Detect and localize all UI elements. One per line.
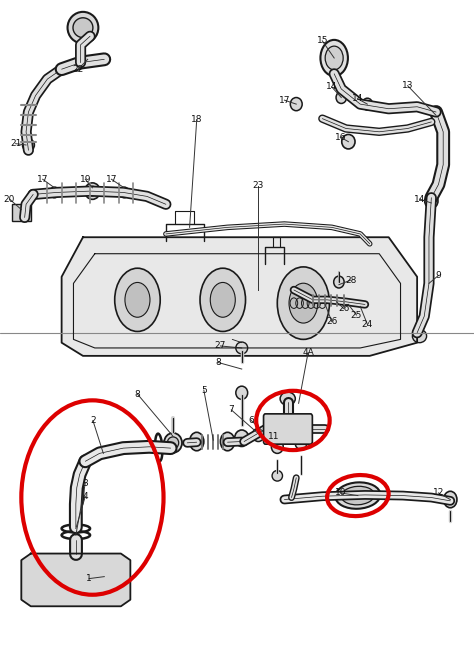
- Ellipse shape: [236, 386, 247, 399]
- Text: 14: 14: [414, 194, 425, 204]
- Text: 7: 7: [228, 405, 234, 415]
- Ellipse shape: [341, 486, 374, 505]
- Ellipse shape: [190, 432, 204, 451]
- Text: 26: 26: [338, 304, 349, 313]
- Ellipse shape: [280, 392, 295, 405]
- Ellipse shape: [220, 432, 235, 451]
- Circle shape: [289, 283, 318, 323]
- Text: 19: 19: [80, 175, 91, 184]
- Text: 18: 18: [191, 115, 202, 125]
- Ellipse shape: [67, 12, 99, 43]
- Text: 8: 8: [215, 358, 221, 367]
- Ellipse shape: [444, 491, 457, 507]
- Text: 12: 12: [433, 488, 444, 498]
- Circle shape: [210, 283, 235, 317]
- Text: 16: 16: [335, 132, 346, 142]
- Text: 2: 2: [90, 416, 96, 425]
- Ellipse shape: [336, 92, 346, 103]
- Circle shape: [200, 268, 246, 331]
- Ellipse shape: [236, 342, 247, 354]
- Ellipse shape: [235, 430, 249, 447]
- Ellipse shape: [362, 98, 373, 110]
- Text: 3: 3: [82, 478, 88, 488]
- Text: 10: 10: [335, 488, 346, 498]
- Ellipse shape: [320, 40, 348, 76]
- Text: 22: 22: [73, 65, 84, 74]
- Text: 13: 13: [402, 81, 413, 90]
- Text: 28: 28: [345, 275, 356, 285]
- Text: 24: 24: [362, 320, 373, 329]
- Ellipse shape: [85, 183, 100, 199]
- Text: 8: 8: [135, 389, 140, 399]
- Text: 21: 21: [10, 139, 21, 148]
- Text: 17: 17: [106, 175, 117, 184]
- Text: 1: 1: [86, 574, 92, 583]
- Circle shape: [43, 565, 56, 584]
- Text: 23: 23: [253, 181, 264, 190]
- Ellipse shape: [412, 330, 427, 343]
- Polygon shape: [62, 237, 417, 356]
- Text: 4A: 4A: [302, 348, 314, 357]
- Circle shape: [36, 556, 63, 593]
- Text: 15: 15: [317, 36, 328, 45]
- Text: 4: 4: [82, 492, 88, 501]
- Ellipse shape: [342, 134, 355, 149]
- Text: 26: 26: [326, 317, 337, 326]
- Ellipse shape: [73, 18, 93, 38]
- FancyBboxPatch shape: [264, 414, 312, 444]
- Text: 5: 5: [201, 386, 207, 395]
- Ellipse shape: [50, 187, 59, 198]
- Text: 17: 17: [279, 96, 290, 105]
- Text: 25: 25: [351, 310, 362, 320]
- Circle shape: [125, 283, 150, 317]
- Ellipse shape: [334, 276, 344, 288]
- Text: 11: 11: [268, 432, 280, 441]
- Ellipse shape: [325, 46, 343, 70]
- Circle shape: [115, 268, 160, 331]
- Bar: [12, 204, 31, 221]
- Ellipse shape: [271, 440, 283, 453]
- Text: 14: 14: [352, 94, 364, 103]
- Ellipse shape: [425, 194, 438, 208]
- Text: 27: 27: [215, 341, 226, 351]
- Ellipse shape: [252, 428, 264, 442]
- Ellipse shape: [167, 437, 179, 449]
- Ellipse shape: [295, 436, 307, 449]
- Text: 20: 20: [4, 194, 15, 204]
- Text: 17: 17: [37, 175, 48, 184]
- Ellipse shape: [336, 482, 380, 509]
- Text: 6: 6: [248, 416, 254, 425]
- Ellipse shape: [164, 433, 182, 453]
- Ellipse shape: [272, 471, 283, 481]
- Ellipse shape: [23, 139, 35, 151]
- Ellipse shape: [67, 563, 99, 590]
- Ellipse shape: [25, 142, 32, 148]
- Text: 9: 9: [436, 271, 441, 280]
- Ellipse shape: [119, 187, 129, 198]
- Polygon shape: [21, 554, 130, 606]
- Text: 14: 14: [326, 82, 337, 92]
- Circle shape: [277, 267, 329, 339]
- Ellipse shape: [92, 580, 111, 600]
- Ellipse shape: [290, 98, 302, 111]
